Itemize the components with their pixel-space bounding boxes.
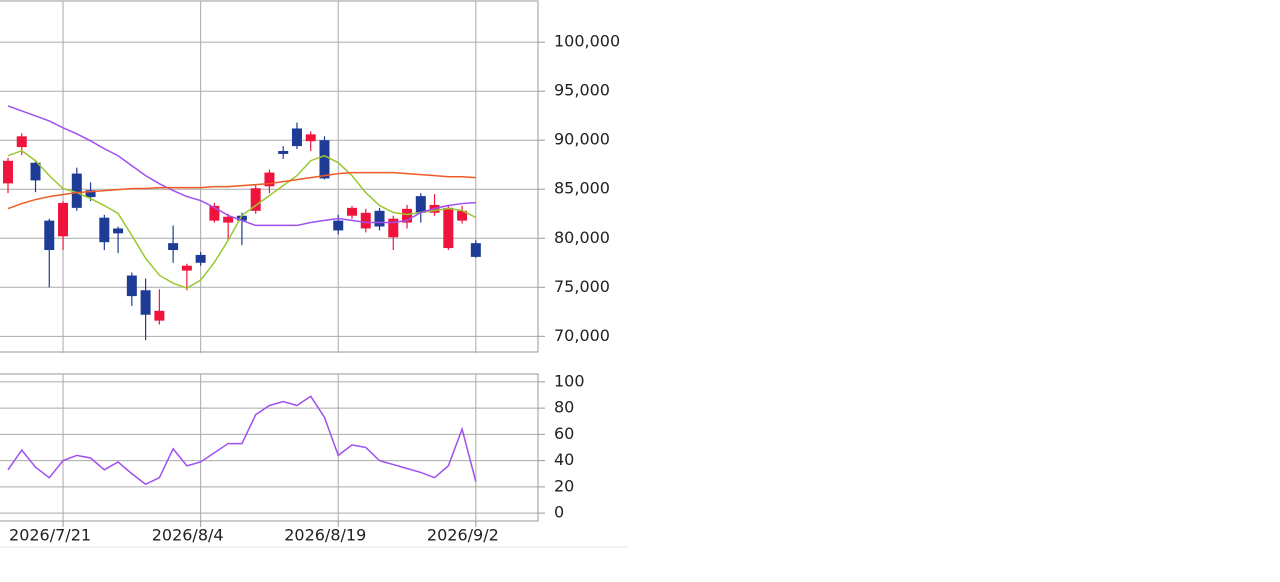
candle-body	[319, 140, 330, 179]
candle-body	[71, 173, 82, 208]
candle-body	[443, 207, 454, 249]
candle-body	[278, 151, 289, 154]
candle-body	[58, 202, 69, 237]
candle-body	[168, 243, 179, 251]
candle-body	[113, 228, 124, 234]
candle-body	[209, 205, 220, 221]
y-tick-label: 75,000	[554, 277, 610, 296]
y-tick-label: 20	[554, 476, 574, 495]
y-tick-label: 90,000	[554, 130, 610, 149]
candle-body	[223, 216, 234, 223]
y-tick-label: 70,000	[554, 326, 610, 345]
line-series	[7, 171, 476, 210]
y-tick-label: 95,000	[554, 81, 610, 100]
y-tick-label: 80	[554, 398, 574, 417]
candle-body	[250, 188, 261, 211]
candle-body	[195, 254, 206, 263]
candle-body	[30, 162, 41, 181]
candle-body	[264, 172, 275, 187]
y-tick-label: 0	[554, 503, 564, 522]
y-tick-label: 60	[554, 424, 574, 443]
candle-body	[388, 218, 399, 238]
candle-body	[291, 128, 302, 147]
candle-body	[44, 220, 55, 251]
x-tick-label: 2026/8/4	[152, 526, 224, 545]
y-tick-label: 40	[554, 450, 574, 469]
candle-body	[236, 215, 247, 221]
x-tick-label: 2026/7/21	[9, 526, 91, 545]
y-tick-label: 85,000	[554, 179, 610, 198]
x-tick-label: 2026/9/2	[427, 526, 499, 545]
candle-body	[360, 212, 371, 229]
candle-body	[3, 160, 13, 184]
candle-body	[457, 210, 468, 221]
candle-body	[415, 196, 426, 213]
candle-body	[140, 290, 151, 315]
line-series	[7, 395, 477, 486]
x-tick-label: 2026/8/19	[284, 526, 366, 545]
line-series	[7, 149, 477, 289]
candle-body	[154, 310, 165, 321]
candle-body	[333, 220, 344, 231]
plot-area	[0, 373, 539, 522]
candle-body	[85, 190, 96, 198]
candle-body	[181, 265, 192, 271]
candle-body	[16, 136, 27, 148]
candle-body	[470, 243, 481, 257]
candle-body	[305, 134, 316, 142]
candle-body	[374, 210, 385, 227]
candle-body	[347, 207, 357, 216]
candle-body	[126, 275, 137, 297]
candle-body	[99, 217, 110, 243]
candle-body	[402, 208, 413, 223]
y-tick-label: 100	[554, 371, 585, 390]
y-tick-label: 100,000	[554, 32, 620, 51]
line-series	[7, 105, 476, 227]
y-tick-label: 80,000	[554, 228, 610, 247]
